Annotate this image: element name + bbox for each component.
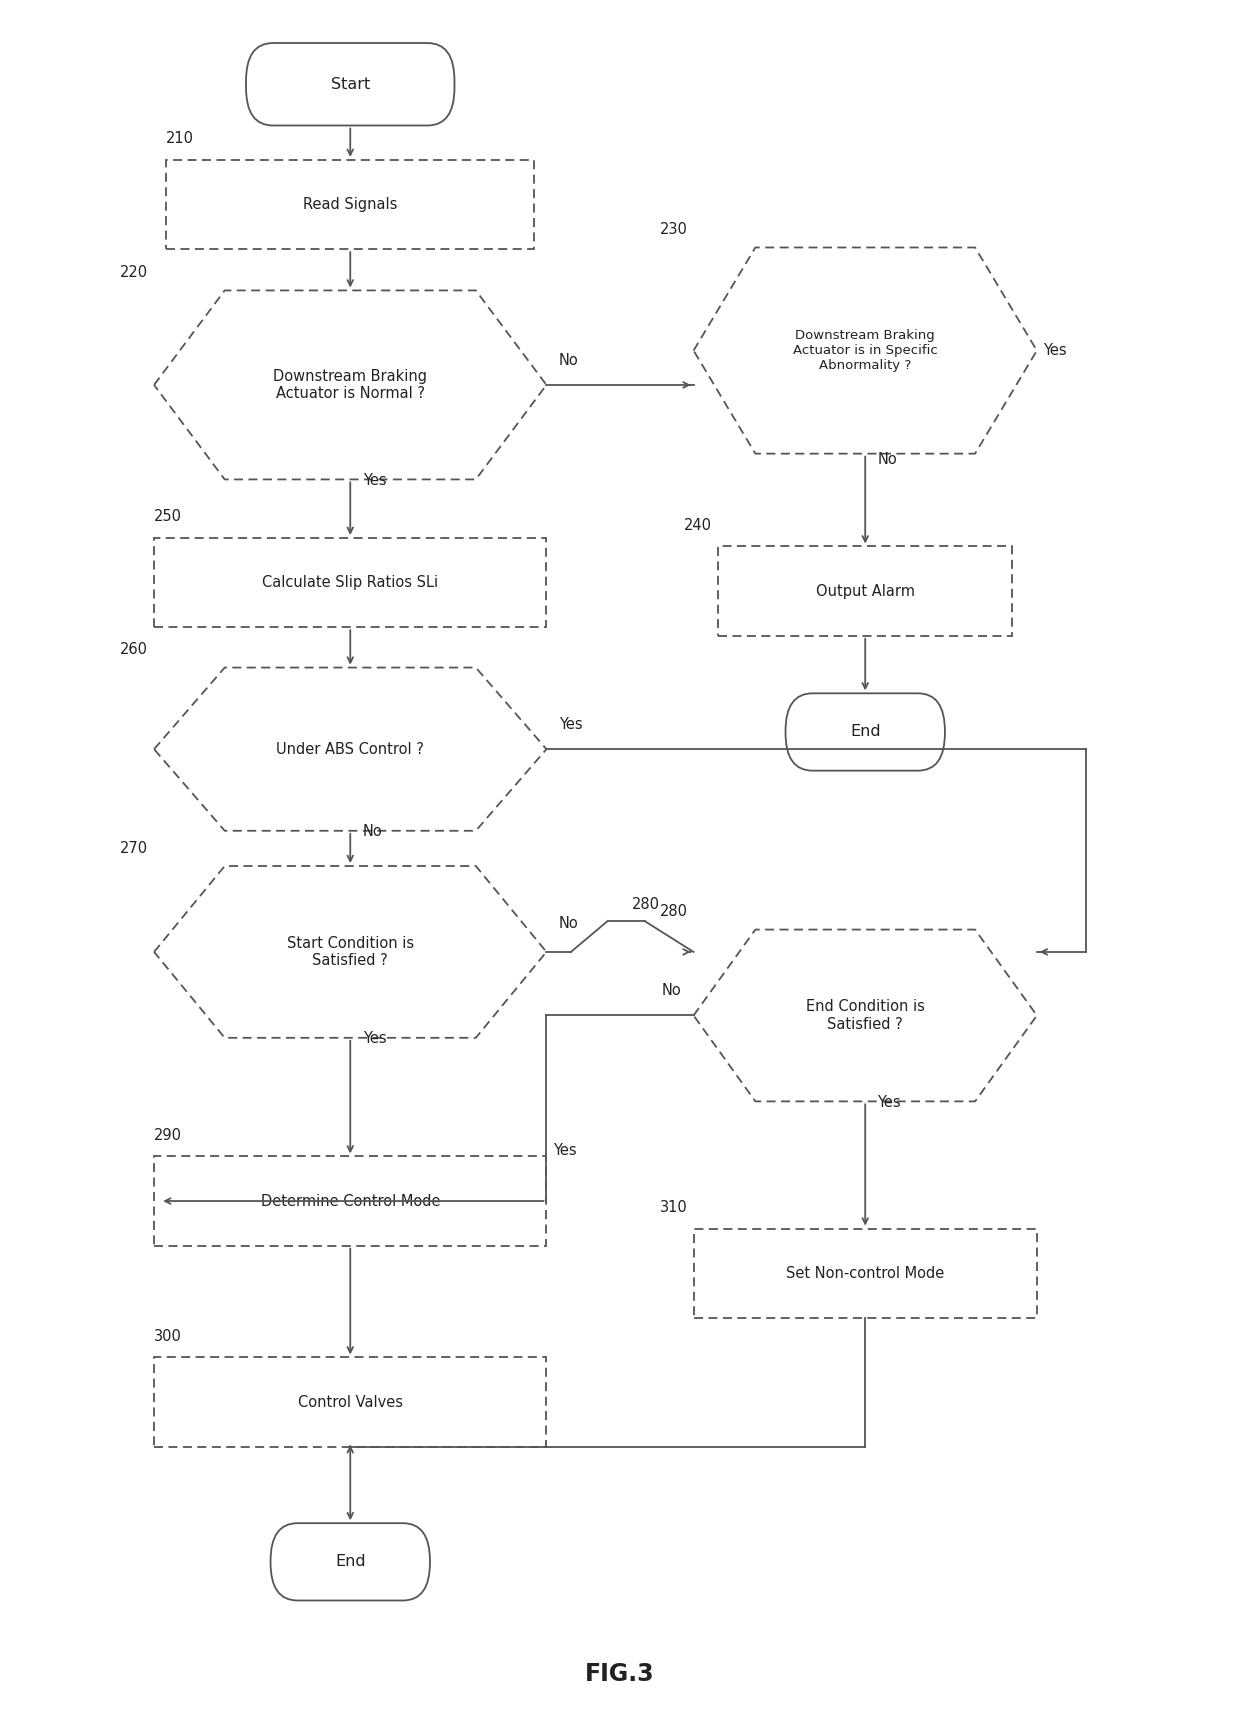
Text: 240: 240 (684, 518, 712, 533)
Text: 280: 280 (632, 897, 660, 913)
Text: 290: 290 (154, 1128, 182, 1143)
Text: End: End (849, 724, 880, 740)
Polygon shape (154, 291, 547, 480)
Bar (718, 546, 1012, 636)
Text: Yes: Yes (559, 717, 583, 733)
Text: No: No (662, 984, 681, 998)
Text: 260: 260 (120, 643, 148, 656)
Text: Under ABS Control ?: Under ABS Control ? (277, 741, 424, 757)
Text: Start: Start (331, 76, 370, 92)
FancyBboxPatch shape (785, 693, 945, 771)
Text: 300: 300 (154, 1328, 182, 1344)
Polygon shape (154, 667, 547, 831)
Polygon shape (154, 866, 547, 1037)
Text: No: No (559, 916, 578, 932)
Text: Calculate Slip Ratios SLi: Calculate Slip Ratios SLi (262, 575, 438, 591)
Text: 220: 220 (120, 265, 148, 281)
Polygon shape (693, 248, 1037, 454)
Text: 270: 270 (120, 840, 148, 856)
Text: FIG.3: FIG.3 (585, 1661, 655, 1685)
Bar (166, 159, 534, 249)
Text: Yes: Yes (878, 1095, 901, 1110)
Bar (693, 1228, 1037, 1318)
Text: Yes: Yes (1043, 343, 1066, 359)
Bar (154, 539, 547, 627)
Text: 310: 310 (660, 1200, 687, 1214)
Text: 230: 230 (660, 222, 687, 237)
Text: Yes: Yes (362, 1031, 386, 1046)
Text: End: End (335, 1554, 366, 1569)
Text: Yes: Yes (362, 473, 386, 488)
Text: Downstream Braking
Actuator is in Specific
Abnormality ?: Downstream Braking Actuator is in Specif… (792, 329, 937, 372)
Text: No: No (559, 353, 578, 367)
Text: Determine Control Mode: Determine Control Mode (260, 1193, 440, 1209)
FancyBboxPatch shape (270, 1522, 430, 1600)
Text: Read Signals: Read Signals (303, 197, 398, 211)
Text: Control Valves: Control Valves (298, 1394, 403, 1410)
Text: Output Alarm: Output Alarm (816, 584, 915, 599)
Text: No: No (362, 824, 382, 840)
Text: Start Condition is
Satisfied ?: Start Condition is Satisfied ? (286, 935, 414, 968)
Text: No: No (878, 452, 898, 468)
Text: Downstream Braking
Actuator is Normal ?: Downstream Braking Actuator is Normal ? (273, 369, 428, 402)
Text: End Condition is
Satisfied ?: End Condition is Satisfied ? (806, 999, 925, 1032)
Polygon shape (693, 930, 1037, 1102)
Text: 250: 250 (154, 509, 182, 525)
Bar (154, 1157, 547, 1245)
Text: 210: 210 (166, 132, 195, 145)
Text: Yes: Yes (553, 1143, 577, 1159)
Bar (154, 1358, 547, 1446)
Text: Set Non-control Mode: Set Non-control Mode (786, 1266, 945, 1280)
Text: 280: 280 (660, 904, 687, 920)
FancyBboxPatch shape (246, 43, 455, 125)
